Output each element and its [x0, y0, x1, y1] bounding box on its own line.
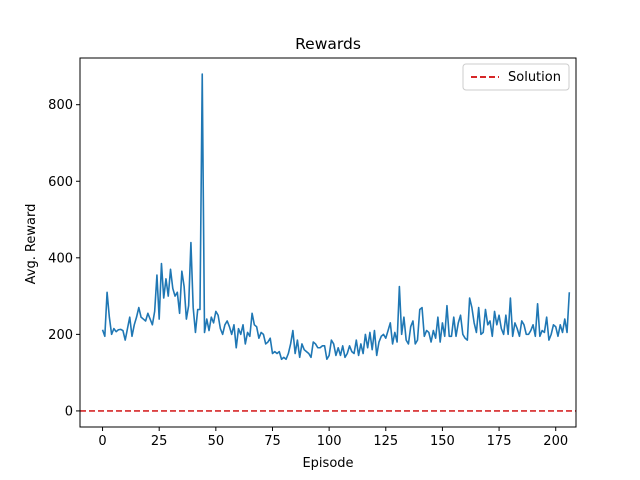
x-axis-label: Episode	[302, 456, 353, 471]
x-axis: 0 25 50 75 100 125 150 175 200	[98, 427, 568, 449]
x-tick-label: 100	[317, 434, 342, 449]
x-tick-label: 175	[487, 434, 512, 449]
plot-area	[80, 73, 576, 412]
x-tick-label: 0	[98, 434, 106, 449]
series-line-0	[101, 73, 571, 361]
y-tick-label: 600	[48, 175, 73, 190]
x-tick-label: 75	[264, 434, 281, 449]
plot-frame	[79, 57, 577, 428]
legend: Solution	[462, 63, 570, 91]
x-tick-label: 200	[543, 434, 568, 449]
y-axis: 0 200 400 600 800	[48, 98, 80, 419]
y-tick-label: 400	[48, 251, 73, 266]
legend-box	[462, 63, 570, 91]
y-tick-label: 0	[65, 404, 73, 419]
x-tick-label: 50	[208, 434, 225, 449]
y-tick-label: 800	[48, 98, 73, 113]
y-tick-label: 200	[48, 328, 73, 343]
y-axis-label: Avg. Reward	[24, 204, 39, 285]
x-tick-label: 150	[430, 434, 455, 449]
chart-title: Rewards	[295, 35, 361, 53]
x-tick-label: 25	[151, 434, 168, 449]
x-tick-label: 125	[373, 434, 398, 449]
legend-label-solution: Solution	[508, 70, 561, 85]
